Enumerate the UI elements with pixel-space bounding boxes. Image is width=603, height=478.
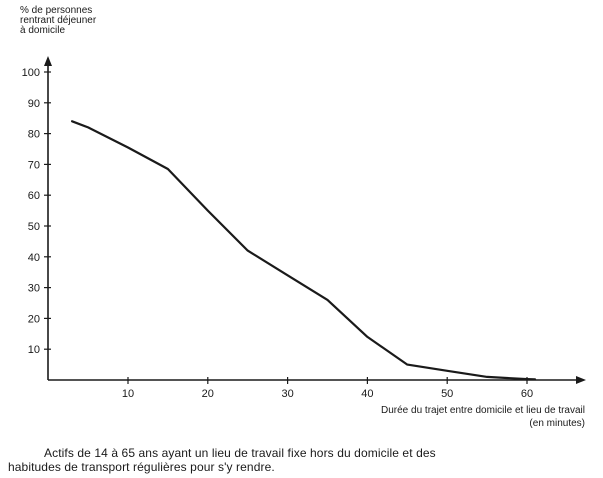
x-axis-unit: (en minutes) <box>529 418 585 429</box>
caption-line-1: Actifs de 14 à 65 ans ayant un lieu de t… <box>44 446 436 460</box>
y-axis-label-line: rentrant déjeuner <box>20 15 97 26</box>
y-tick-label: 70 <box>28 159 40 171</box>
y-tick-label: 60 <box>28 190 40 202</box>
y-tick-label: 100 <box>22 67 40 79</box>
y-tick-label: 40 <box>28 252 40 264</box>
caption-line-2: habitudes de transport régulières pour s… <box>8 460 275 474</box>
y-tick-label: 80 <box>28 129 40 141</box>
x-tick-label: 10 <box>122 388 134 400</box>
y-tick-label: 20 <box>28 313 40 325</box>
plot-area: 10 20 30 40 50 60 70 80 90 100 10 20 30 40 50 60 <box>22 56 586 400</box>
x-tick-label: 30 <box>281 388 293 400</box>
y-tick-label: 10 <box>28 344 40 356</box>
y-tick-label: 30 <box>28 283 40 295</box>
x-axis-label-text: Durée du trajet entre domicile et lieu d… <box>381 405 585 416</box>
x-axis-arrow <box>576 376 586 384</box>
y-axis-label: % de personnes rentrant déjeuner à domic… <box>20 6 160 36</box>
x-axis-label: Durée du trajet entre domicile et lieu d… <box>285 404 585 430</box>
x-tick-label: 60 <box>521 388 533 400</box>
x-tick-label: 40 <box>361 388 373 400</box>
x-tick-label: 20 <box>202 388 214 400</box>
y-tick-label: 50 <box>28 221 40 233</box>
y-axis-label-line: à domicile <box>20 25 66 36</box>
y-axis-arrow <box>44 56 52 66</box>
x-tick-label: 50 <box>441 388 453 400</box>
series-line <box>70 120 537 381</box>
y-axis-label-line: % de personnes <box>20 5 93 16</box>
figure-caption: Actifs de 14 à 65 ans ayant un lieu de t… <box>8 446 596 474</box>
y-tick-label: 90 <box>28 98 40 110</box>
